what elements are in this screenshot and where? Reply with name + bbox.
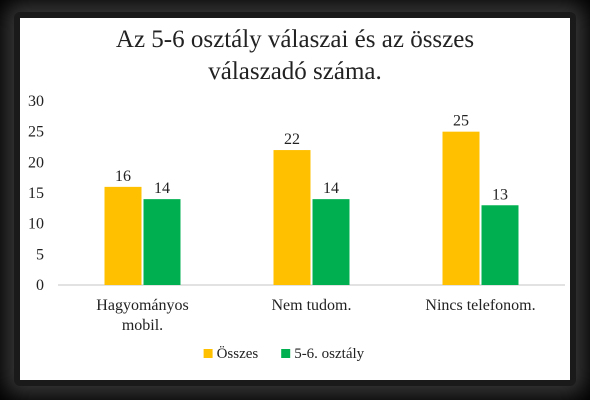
x-tick-label: Nincs telefonom. bbox=[425, 297, 535, 314]
x-tick-label: mobil. bbox=[122, 317, 163, 334]
data-label: 13 bbox=[492, 186, 508, 203]
x-tick-label: Hagyományos bbox=[96, 297, 188, 314]
data-label: 25 bbox=[453, 113, 469, 130]
legend-swatch bbox=[203, 349, 213, 358]
data-label: 14 bbox=[323, 180, 339, 197]
y-tick-label: 20 bbox=[28, 154, 44, 171]
y-tick-label: 15 bbox=[28, 185, 44, 202]
bar-0-1 bbox=[143, 199, 181, 285]
y-tick-label: 10 bbox=[28, 216, 44, 233]
y-tick-label: 30 bbox=[28, 93, 44, 110]
data-label: 14 bbox=[154, 180, 170, 197]
legend-label: 5-6. osztály bbox=[294, 346, 364, 362]
bar-chart: 0 5 10 15 20 25 30 16 14 Hagyományos mobil. 22 14 Nem… bbox=[28, 93, 565, 362]
bar-2-0 bbox=[442, 131, 480, 285]
x-tick-label: Nem tudom. bbox=[272, 297, 352, 314]
y-tick-label: 0 bbox=[36, 277, 44, 294]
legend-swatch bbox=[281, 349, 291, 358]
data-label: 16 bbox=[115, 168, 131, 185]
bar-0-0 bbox=[104, 186, 142, 285]
y-tick-label: 25 bbox=[28, 124, 44, 141]
bar-2-1 bbox=[481, 205, 519, 285]
legend-label: Összes bbox=[217, 345, 259, 362]
bar-1-0 bbox=[273, 150, 311, 285]
y-tick-label: 5 bbox=[36, 246, 44, 263]
chart-title: Az 5-6 osztály válaszai és az összes vál… bbox=[115, 26, 475, 85]
chart-panel: Az 5-6 osztály válaszai és az összes vál… bbox=[20, 18, 570, 380]
data-label: 22 bbox=[284, 131, 300, 148]
bar-1-1 bbox=[312, 199, 350, 285]
